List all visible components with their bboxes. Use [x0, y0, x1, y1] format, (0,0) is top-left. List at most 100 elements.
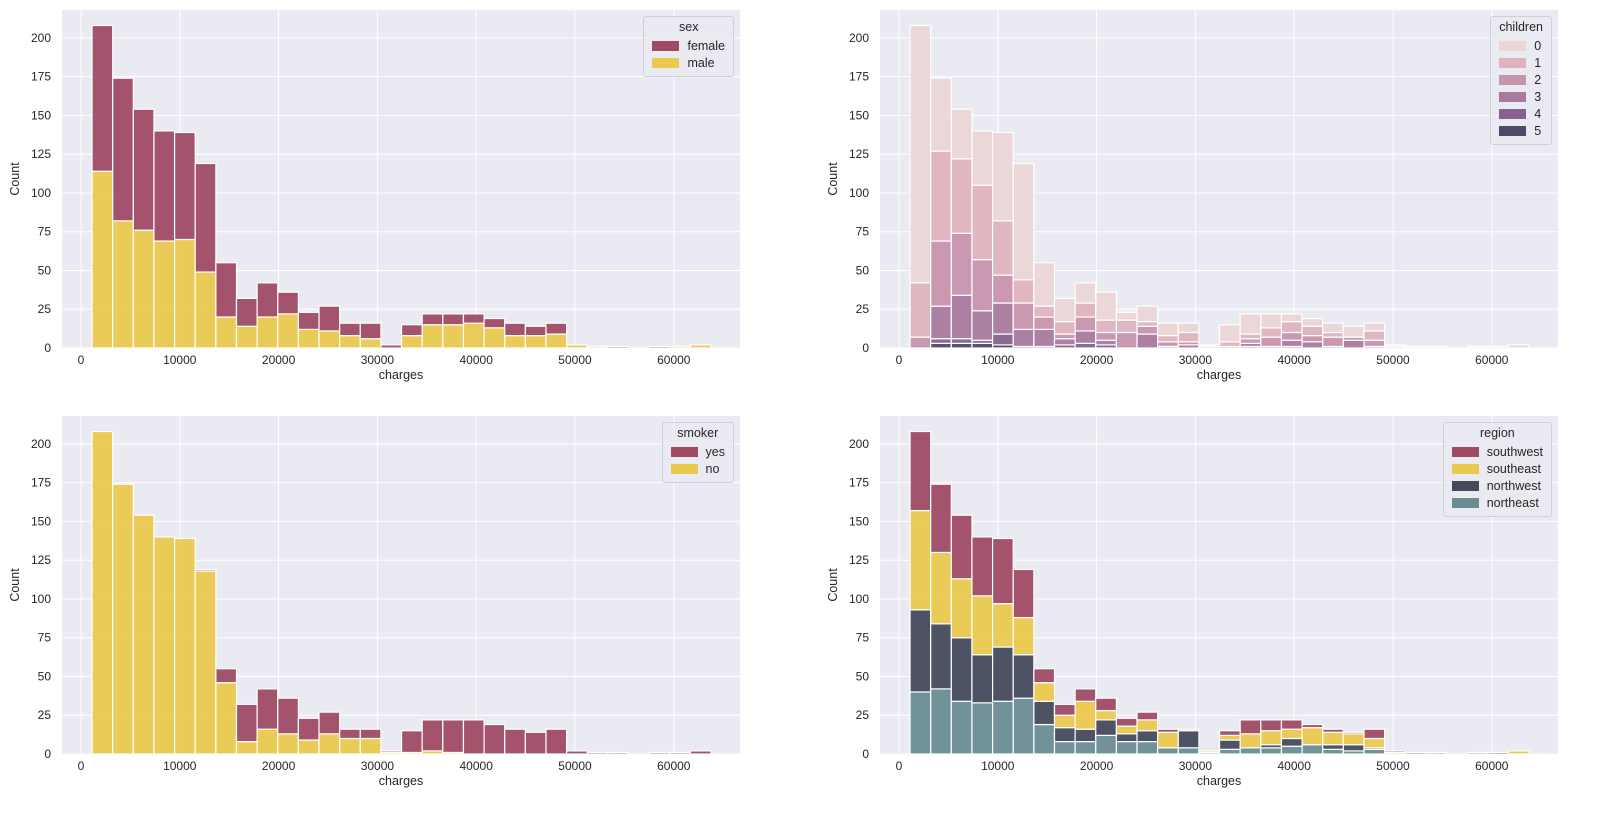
bar-5 [950, 342, 973, 349]
legend-item: 0 [1499, 37, 1543, 54]
y-tick-label: 175 [31, 70, 51, 84]
bar-male [318, 330, 341, 349]
x-tick-label: 10000 [163, 353, 197, 367]
bar-1 [1280, 321, 1303, 334]
bar-female [318, 305, 341, 332]
x-tick-label: 40000 [460, 353, 494, 367]
y-tick-label: 0 [44, 341, 51, 355]
bar-2 [1074, 316, 1097, 332]
bar-yes [524, 731, 547, 755]
bar-female [173, 131, 196, 241]
legend-swatch [652, 40, 680, 51]
bar-male [689, 344, 712, 349]
bar-northeast [1136, 740, 1159, 755]
bar-no [318, 733, 341, 755]
bar-northeast [991, 700, 1014, 755]
bar-2 [930, 240, 952, 307]
legend-item: yes [670, 443, 725, 460]
bar-2 [1260, 336, 1283, 348]
bar-southeast [1053, 714, 1076, 729]
legend-item: northeast [1451, 494, 1543, 511]
bar-female [132, 108, 155, 231]
bar-2 [909, 336, 932, 349]
x-tick-label: 20000 [1080, 759, 1114, 773]
bar-0 [1115, 311, 1138, 321]
bar-northwest [1322, 744, 1344, 750]
bar-southeast [1363, 737, 1386, 749]
bar-0 [1012, 162, 1035, 281]
histogram-smoker: 0 10000 20000 30000 40000 50000 60000 0 25 50 75 10… [0, 406, 760, 816]
legend-title: children [1499, 20, 1543, 34]
y-tick-label: 200 [31, 31, 51, 45]
bar-2 [1115, 331, 1138, 349]
bar-1 [930, 150, 952, 242]
bar-3 [1301, 341, 1324, 349]
bar-no [132, 514, 155, 755]
bar-1 [1260, 327, 1283, 338]
bar-1 [1157, 334, 1179, 343]
bar-1 [1012, 279, 1035, 304]
bar-3 [1136, 333, 1159, 349]
bar-southwest [1363, 728, 1386, 740]
bar-southwest [1136, 711, 1159, 721]
bar-0 [1466, 345, 1489, 349]
bar-northwest [950, 637, 973, 702]
y-tick-label: 100 [849, 186, 869, 200]
bar-female [112, 77, 134, 222]
bar-0 [950, 108, 973, 160]
bar-male [132, 229, 155, 349]
x-tick-label: 50000 [1376, 353, 1410, 367]
bar-southwest [1342, 731, 1365, 735]
y-tick-label: 75 [38, 631, 52, 645]
bar-0 [1095, 291, 1117, 321]
x-tick-label: 20000 [1080, 353, 1114, 367]
x-tick-label: 0 [896, 353, 903, 367]
bar-4 [1074, 342, 1097, 349]
bar-yes [566, 750, 588, 755]
y-axis-label: Count [826, 162, 840, 196]
y-tick-label: 0 [862, 341, 869, 355]
legend-label: female [687, 38, 725, 53]
bar-0 [971, 130, 994, 186]
bar-4 [991, 333, 1014, 346]
bar-3 [1074, 330, 1097, 344]
bar-yes [297, 717, 320, 741]
bar-yes [483, 723, 506, 755]
legend: smoker yes no [661, 422, 734, 483]
bar-yes [689, 750, 712, 755]
bar-southeast [1033, 682, 1056, 702]
chart-svg: 0 10000 20000 30000 40000 50000 60000 0 25 50 75 10… [826, 416, 1558, 788]
bars [91, 430, 712, 755]
x-tick-label: 50000 [558, 353, 592, 367]
bar-southwest [1012, 568, 1035, 619]
bar-southeast [1260, 730, 1283, 746]
histogram-sex: 0 10000 20000 30000 40000 50000 60000 0 25 50 75 10… [0, 0, 760, 410]
bar-0 [1425, 345, 1448, 349]
bars [909, 430, 1530, 755]
legend-item: 3 [1499, 88, 1543, 105]
y-tick-label: 150 [849, 108, 869, 122]
legend-swatch [1499, 74, 1527, 85]
bar-northeast [1239, 747, 1262, 755]
legend-label: southwest [1486, 444, 1543, 459]
legend-swatch [1499, 91, 1527, 102]
bar-4 [930, 338, 952, 344]
bar-3 [1095, 339, 1117, 346]
legend: sex female male [643, 16, 734, 77]
bar-northeast [1301, 744, 1324, 755]
bar-no [173, 537, 196, 755]
legend-label: northwest [1486, 478, 1541, 493]
legend-swatch [1499, 57, 1527, 68]
bar-2 [1012, 302, 1035, 330]
legend-label: 5 [1534, 123, 1542, 138]
bar-female [153, 130, 176, 242]
bar-yes [545, 728, 568, 755]
y-tick-label: 150 [31, 514, 51, 528]
bar-5 [930, 342, 952, 349]
bar-1 [1363, 330, 1386, 341]
bar-northwest [1177, 730, 1200, 749]
legend-label: 1 [1534, 55, 1542, 70]
bar-0 [991, 131, 1014, 222]
bar-female [277, 291, 299, 315]
bar-0 [1157, 322, 1179, 337]
